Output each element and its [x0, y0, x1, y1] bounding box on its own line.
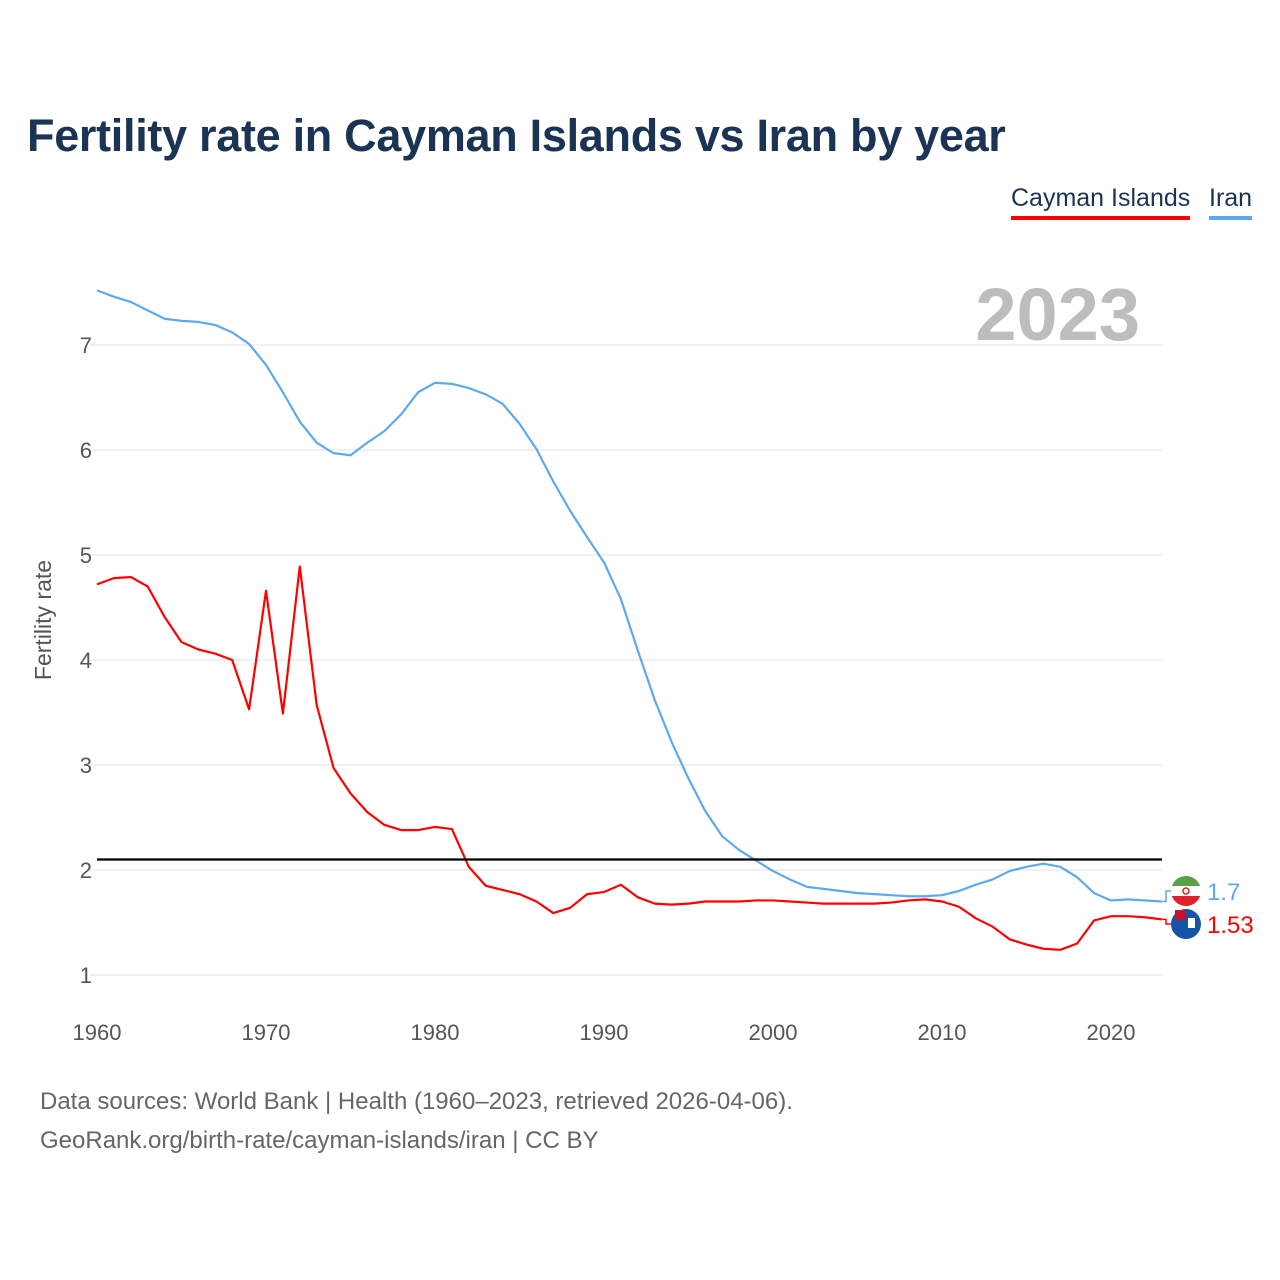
end-value-label: 1.7 — [1207, 879, 1240, 906]
y-tick-label: 6 — [80, 438, 92, 463]
x-tick-label: 2000 — [749, 1020, 798, 1045]
legend-cayman-islands[interactable]: Cayman Islands — [1011, 184, 1191, 220]
gridlines — [90, 344, 1162, 976]
cayman-flag-icon — [1171, 909, 1201, 939]
y-tick-label: 4 — [80, 648, 92, 673]
x-tick-label: 1970 — [242, 1020, 291, 1045]
x-tick-label: 1980 — [411, 1020, 460, 1045]
x-tick-label: 2020 — [1087, 1020, 1136, 1045]
y-tick-labels: 1 2 3 4 5 6 7 — [80, 333, 92, 988]
line-chart: 1 2 3 4 5 6 7 1960 1970 1980 1990 2000 2010 2020 202… — [30, 273, 1254, 1045]
end-labels: 1.7 1.53 — [1162, 876, 1254, 939]
end-connector — [1162, 918, 1172, 925]
iran-flag-icon — [1171, 876, 1201, 906]
y-tick-label: 5 — [80, 543, 92, 568]
end-value-label: 1.53 — [1207, 912, 1254, 939]
footer-link[interactable]: GeoRank.org/birth-rate/cayman-islands/ir… — [40, 1127, 599, 1154]
x-tick-labels: 1960 1970 1980 1990 2000 2010 2020 — [73, 1020, 1136, 1045]
footer-sources: Data sources: World Bank | Health (1960–… — [40, 1088, 793, 1115]
y-axis-label: Fertility rate — [30, 560, 56, 680]
y-tick-label: 1 — [80, 963, 92, 988]
end-connector — [1162, 890, 1172, 903]
series-lines — [96, 289, 1162, 951]
y-tick-label: 2 — [80, 858, 92, 883]
x-tick-label: 1960 — [73, 1020, 122, 1045]
year-watermark: 2023 — [975, 273, 1140, 356]
chart-title: Fertility rate in Cayman Islands vs Iran… — [27, 110, 1006, 161]
x-tick-label: 2010 — [918, 1020, 967, 1045]
legend-iran[interactable]: Iran — [1209, 184, 1253, 220]
series-line-cayman-islands[interactable] — [96, 565, 1162, 951]
y-tick-label: 7 — [80, 333, 92, 358]
y-tick-label: 3 — [80, 753, 92, 778]
x-tick-label: 1990 — [580, 1020, 629, 1045]
series-line-iran[interactable] — [96, 289, 1162, 903]
